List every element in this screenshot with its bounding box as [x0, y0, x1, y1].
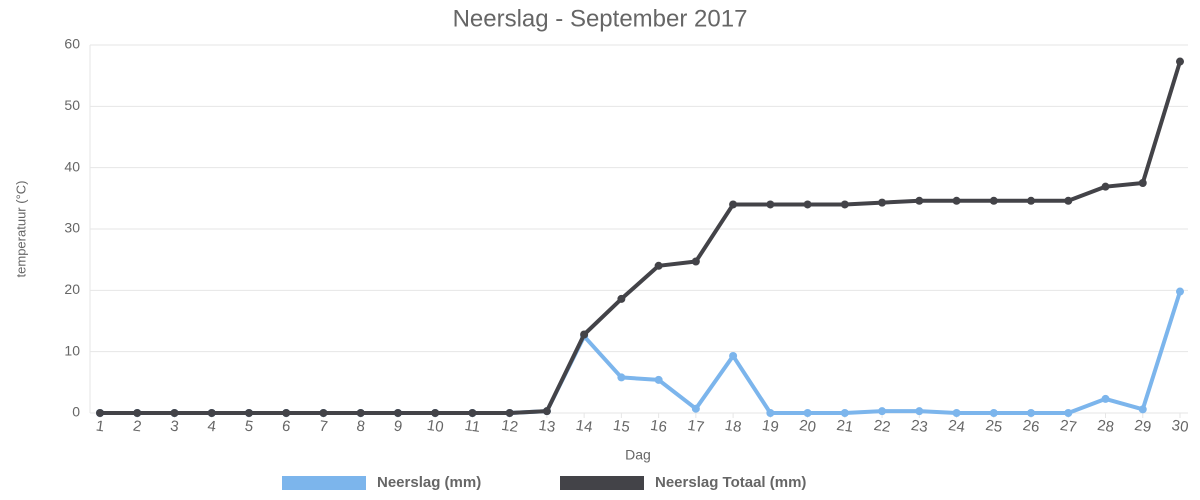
data-point	[1101, 182, 1110, 191]
x-tick-label: 17	[686, 417, 705, 436]
x-tick-label: 8	[355, 417, 366, 435]
data-point	[729, 351, 738, 360]
data-point	[1027, 409, 1036, 417]
data-point	[468, 409, 477, 417]
x-tick-label: 13	[538, 417, 557, 436]
legend-label: Neerslag (mm)	[377, 474, 481, 491]
y-tick-label: 60	[64, 36, 80, 52]
data-point	[617, 373, 626, 382]
data-point	[1138, 179, 1147, 187]
x-tick-label: 14	[575, 417, 594, 436]
data-point	[282, 409, 291, 417]
y-tick-label: 0	[72, 404, 80, 420]
data-point	[840, 200, 849, 209]
data-point	[617, 294, 626, 303]
x-tick-label: 28	[1096, 417, 1115, 436]
data-point	[952, 409, 961, 417]
data-point	[1138, 405, 1147, 414]
y-tick-label: 50	[64, 97, 80, 113]
legend-swatch	[282, 476, 366, 490]
data-point	[691, 404, 700, 413]
x-tick-label: 29	[1133, 417, 1152, 436]
x-tick-label: 25	[984, 417, 1003, 436]
series-line	[100, 290, 1182, 415]
x-tick-label: 12	[500, 417, 519, 436]
y-tick-label: 30	[64, 220, 80, 236]
data-point	[244, 409, 253, 417]
data-point	[1064, 196, 1073, 205]
x-tick-label: 19	[761, 417, 780, 436]
data-point	[840, 409, 849, 417]
data-point	[393, 409, 402, 417]
data-point	[431, 409, 440, 417]
data-point	[654, 261, 663, 270]
x-tick-label: 3	[169, 417, 180, 435]
x-tick-label: 7	[318, 417, 329, 435]
data-point	[1027, 196, 1036, 205]
data-point	[952, 196, 961, 205]
data-point	[96, 409, 104, 417]
x-tick-label: 1	[95, 417, 106, 435]
data-point	[691, 257, 700, 266]
data-point	[319, 409, 328, 417]
data-point	[766, 200, 775, 209]
data-point	[1176, 287, 1184, 296]
data-point	[133, 409, 142, 417]
data-point	[1176, 57, 1184, 66]
x-axis-title: Dag	[625, 447, 651, 463]
data-point	[989, 409, 998, 417]
x-tick-label: 24	[947, 417, 966, 436]
x-tick-label: 15	[612, 417, 631, 436]
x-tick-label: 21	[835, 417, 854, 436]
chart-title: Neerslag - September 2017	[453, 5, 748, 32]
x-tick-label: 20	[798, 417, 817, 436]
data-point	[729, 200, 738, 209]
data-point	[1101, 394, 1110, 403]
x-tick-label: 5	[244, 417, 255, 435]
data-point	[803, 409, 812, 417]
data-point	[542, 407, 551, 416]
data-point	[766, 409, 775, 417]
data-point	[580, 330, 589, 339]
x-tick-label: 11	[464, 417, 482, 436]
x-tick-label: 30	[1171, 417, 1190, 436]
x-tick-label: 10	[426, 417, 445, 436]
data-point	[170, 409, 179, 417]
x-tick-label: 26	[1022, 417, 1041, 436]
x-tick-label: 6	[281, 417, 292, 435]
data-point	[915, 407, 924, 416]
data-point	[803, 200, 812, 209]
x-tick-label: 16	[649, 417, 668, 436]
series-line	[100, 60, 1182, 415]
x-tick-label: 27	[1059, 417, 1078, 436]
data-point	[356, 409, 365, 417]
x-tick-label: 18	[724, 417, 743, 436]
y-tick-label: 40	[64, 158, 80, 174]
x-tick-label: 9	[393, 417, 404, 435]
x-tick-label: 22	[873, 417, 892, 436]
x-tick-label: 2	[132, 417, 143, 435]
data-point	[989, 196, 998, 205]
data-point	[207, 409, 216, 417]
data-point	[878, 198, 887, 207]
data-point	[505, 409, 514, 417]
y-axis-title: temperatuur (°C)	[13, 181, 28, 278]
data-point	[1064, 409, 1073, 417]
data-point	[878, 407, 887, 416]
legend-swatch	[560, 476, 644, 490]
data-point	[915, 196, 924, 205]
data-point	[654, 375, 663, 384]
y-tick-label: 10	[64, 342, 80, 358]
legend-label: Neerslag Totaal (mm)	[655, 474, 806, 491]
x-tick-label: 4	[206, 417, 217, 435]
x-tick-label: 23	[910, 417, 929, 436]
y-tick-label: 20	[64, 281, 80, 297]
